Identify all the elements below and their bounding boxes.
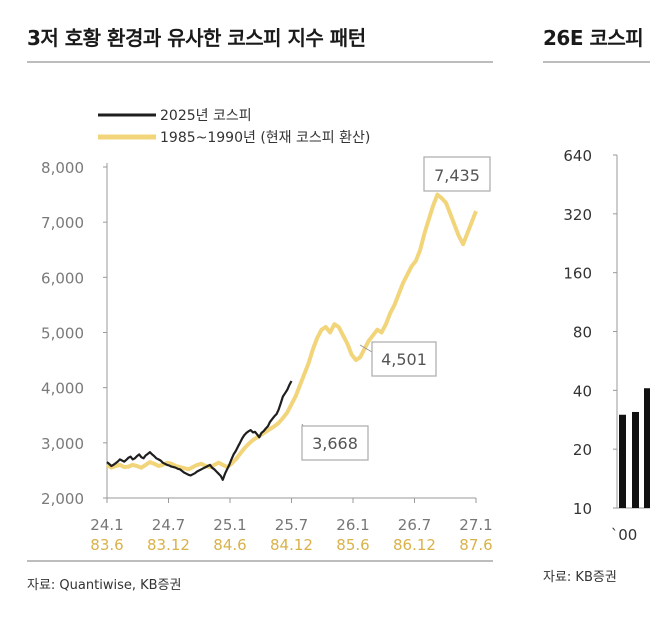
right-y-tick-label: 10 [573, 500, 592, 518]
source-note-right: 자료: KB증권 [543, 570, 617, 585]
right-y-tick-label: 80 [573, 324, 592, 342]
right-bar [619, 414, 626, 508]
legend-label-2025: 2025년 코스피 [160, 108, 252, 124]
right-y-tick-label: 640 [563, 147, 592, 165]
x-tick-label-2025: 27.1 [459, 516, 492, 534]
x-tick-label-2025: 25.1 [213, 516, 246, 534]
x-tick-label-1985: 87.6 [459, 536, 492, 554]
x-tick-label-1985: 85.6 [336, 536, 369, 554]
legend-label-1985: 1985~1990년 (현재 코스피 환산) [160, 130, 370, 146]
x-tick-label-2025: 26.7 [398, 516, 431, 534]
annotation-label-3668: 3,668 [312, 434, 358, 453]
series-line-1985 [105, 192, 478, 472]
chart-title-left: 3저 호황 환경과 유사한 코스피 지수 패턴 [27, 26, 366, 50]
annotation-box-7435 [423, 156, 491, 192]
annotation-box-3668 [301, 425, 369, 461]
x-tick-label-1985: 83.12 [147, 536, 190, 554]
y-tick-label: 3,000 [41, 435, 84, 453]
y-tick-label: 7,000 [41, 214, 84, 232]
x-tick-label-1985: 83.6 [90, 536, 123, 554]
annotation-label-4501: 4,501 [381, 350, 427, 369]
chart-title-right: 26E 코스피 [543, 26, 644, 50]
right-y-tick-label: 20 [573, 441, 592, 459]
right-y-tick-label: 40 [573, 382, 592, 400]
title-rule-right [543, 61, 650, 63]
right-y-tick-label: 160 [563, 265, 592, 283]
right-x-tick-label: `00 [611, 526, 638, 544]
x-tick-label-1985: 84.6 [213, 536, 246, 554]
title-rule-left [27, 61, 493, 63]
source-note-left: 자료: Quantiwise, KB증권 [27, 578, 182, 593]
x-tick-label-2025: 26.1 [336, 516, 369, 534]
y-tick-label: 2,000 [41, 490, 84, 508]
x-tick-label-2025: 24.1 [90, 516, 123, 534]
y-tick-label: 4,000 [41, 380, 84, 398]
annotation-box-4501 [371, 341, 437, 377]
right-bar [632, 411, 639, 508]
right-chart-clip: 26E 코스피 자료: KB증권 10 20 40 80 160 320 640 `00 [540, 0, 650, 619]
right-bar [644, 388, 650, 508]
x-tick-label-2025: 25.7 [275, 516, 308, 534]
right-y-tick-label: 320 [563, 206, 592, 224]
x-tick-label-2025: 24.7 [152, 516, 185, 534]
y-tick-label: 5,000 [41, 325, 84, 343]
kospi-bar-chart: 10 20 40 80 160 320 640 `00 [563, 147, 650, 544]
y-tick-label: 6,000 [41, 269, 84, 287]
y-tick-label: 8,000 [41, 159, 84, 177]
x-tick-label-1985: 86.12 [393, 536, 436, 554]
annotation-leader-4501 [359, 344, 373, 353]
annotation-label-7435: 7,435 [434, 166, 480, 185]
x-tick-label-1985: 84.12 [270, 536, 313, 554]
bottom-rule-left [27, 560, 493, 562]
series-line-2025 [106, 380, 293, 481]
